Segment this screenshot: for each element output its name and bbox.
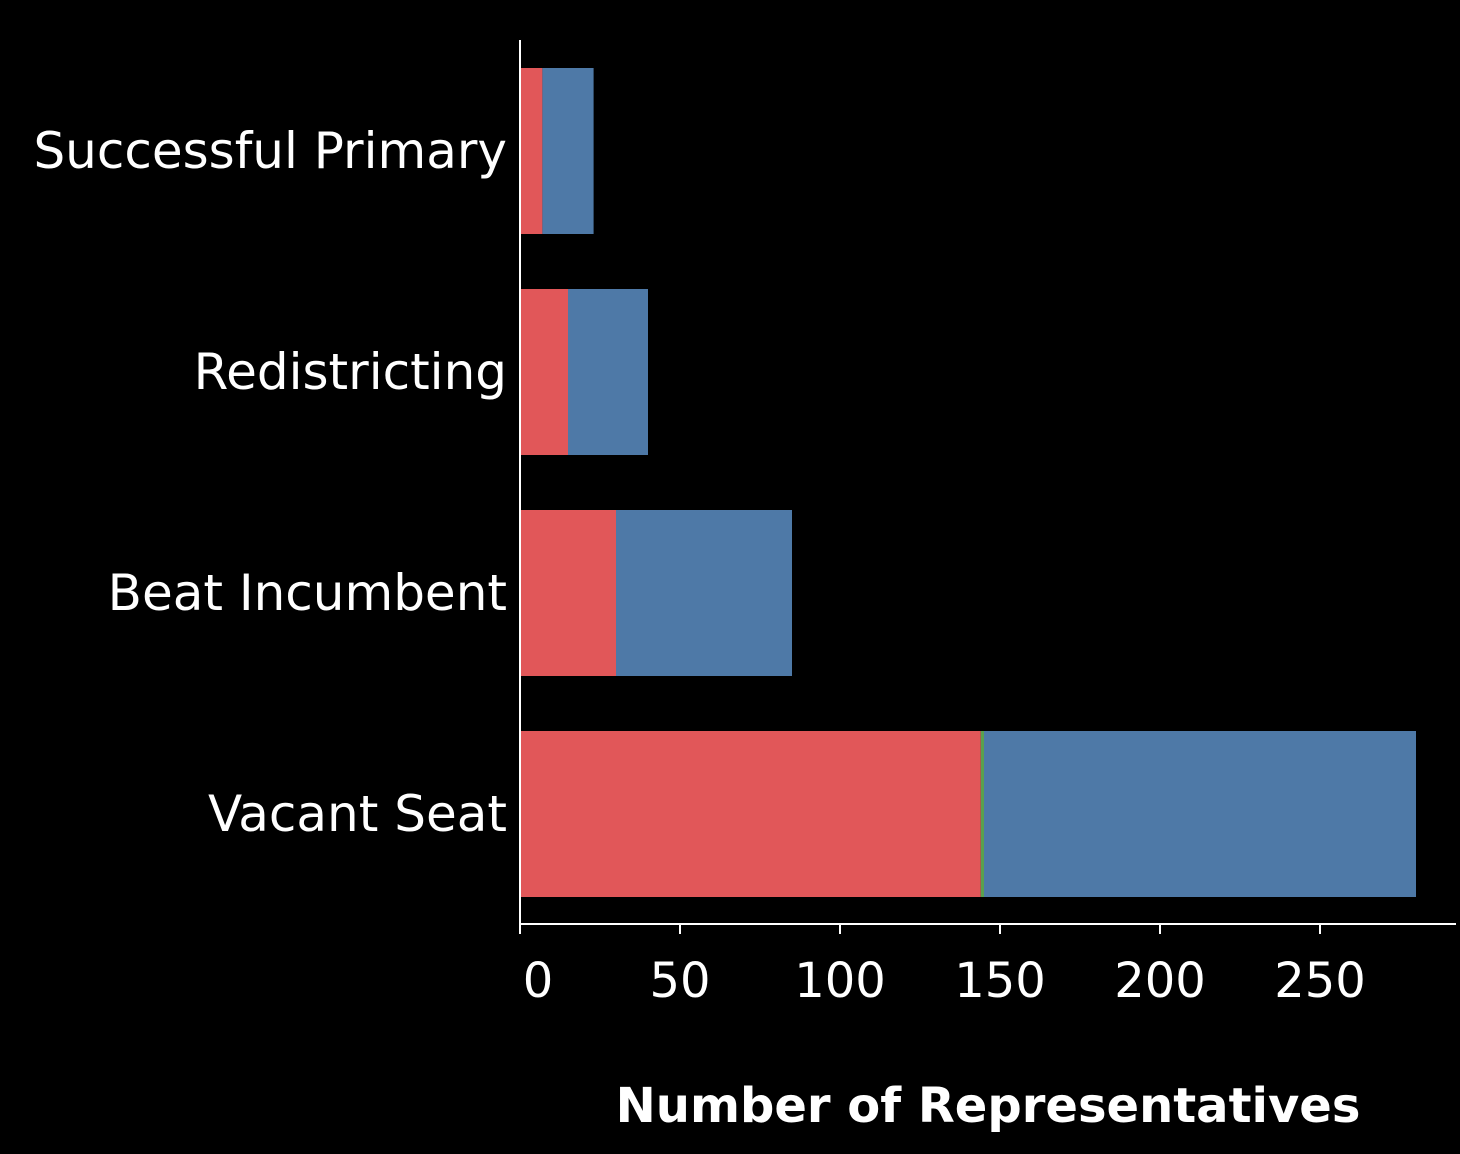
category-label: Successful Primary: [33, 122, 507, 180]
bar-segment-successful-primary-2: [542, 68, 594, 234]
x-axis-title: Number of Representatives: [616, 1078, 1361, 1134]
category-label: Redistricting: [194, 343, 507, 401]
bar-segment-beat-incumbent-0: [520, 510, 616, 676]
x-axis-ticks: 0 50 100 150 200 250: [519, 924, 1366, 1009]
x-tick-label: 50: [649, 953, 710, 1009]
x-tick-label: 200: [1114, 953, 1206, 1009]
x-tick-label: 100: [794, 953, 886, 1009]
bar-segment-vacant-seat-0: [520, 731, 981, 897]
x-tick-label: 150: [954, 953, 1046, 1009]
bar-segment-vacant-seat-2: [984, 731, 1416, 897]
x-tick-label: 0: [523, 953, 554, 1009]
bar-segment-redistricting-0: [520, 289, 568, 455]
category-labels: Successful Primary Redistricting Beat Incu…: [33, 122, 507, 843]
bar-segment-successful-primary-0: [520, 68, 543, 234]
x-tick-label: 250: [1274, 953, 1366, 1009]
bars-group: [520, 68, 1416, 897]
category-label: Beat Incumbent: [108, 564, 507, 622]
bar-segment-redistricting-2: [568, 289, 648, 455]
category-label: Vacant Seat: [208, 785, 507, 843]
bar-segment-beat-incumbent-2: [616, 510, 792, 676]
bar-segment-vacant-seat-1: [980, 731, 984, 897]
